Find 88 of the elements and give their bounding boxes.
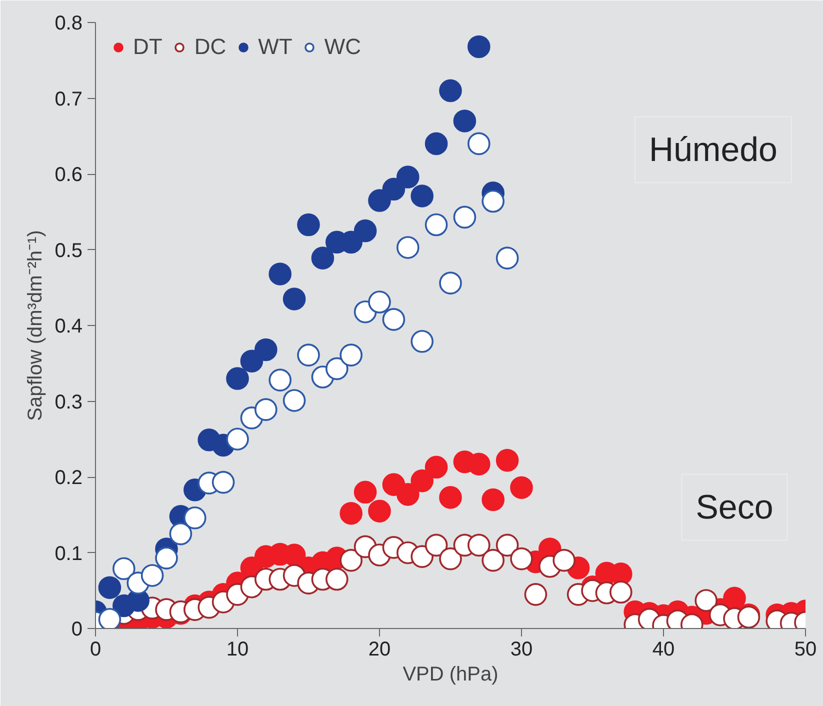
y-tick-label: 0.2	[54, 467, 83, 489]
y-tick-label: 0.8	[54, 12, 83, 34]
point	[226, 367, 249, 390]
point	[424, 213, 448, 236]
point	[496, 534, 519, 557]
point	[112, 557, 136, 580]
y-tick-label: 0	[71, 618, 82, 640]
x-tick-label: 20	[368, 638, 391, 660]
y-tick-label: 0.3	[54, 391, 83, 414]
point	[610, 580, 632, 604]
point	[510, 547, 533, 570]
point	[468, 35, 490, 58]
point	[524, 583, 548, 606]
point	[439, 272, 462, 294]
point	[468, 534, 490, 557]
annotation: Seco	[696, 488, 774, 526]
point	[723, 586, 746, 610]
point	[98, 576, 122, 599]
point	[282, 389, 306, 412]
point	[382, 178, 406, 201]
point	[169, 522, 192, 546]
point	[424, 456, 448, 479]
legend-label: WT	[258, 34, 292, 60]
point	[552, 548, 576, 572]
point	[368, 290, 391, 314]
point	[326, 568, 348, 591]
point	[184, 506, 206, 530]
point	[140, 564, 164, 587]
point	[439, 79, 462, 102]
point	[396, 236, 420, 259]
point	[354, 480, 377, 504]
x-tick-label: 10	[226, 638, 249, 660]
point	[694, 589, 718, 612]
point	[410, 184, 434, 208]
x-tick-label: 50	[794, 638, 817, 660]
x-tick-label: 0	[90, 638, 102, 660]
point	[98, 608, 122, 628]
point	[340, 548, 362, 572]
point	[439, 486, 462, 509]
point	[453, 206, 476, 229]
point	[297, 213, 320, 236]
annotation: Húmedo	[648, 130, 778, 169]
legend-label: WC	[324, 34, 361, 60]
point	[354, 219, 377, 242]
point	[410, 330, 434, 353]
point	[268, 262, 292, 286]
y-tick-label: 0.4	[54, 316, 83, 338]
point	[496, 448, 519, 472]
legend-label: DT	[133, 34, 162, 60]
point	[482, 488, 504, 512]
legend-label: DC	[194, 34, 226, 60]
y-tick-label: 0.1	[54, 542, 83, 565]
point	[155, 546, 178, 570]
point	[396, 483, 420, 506]
point	[368, 500, 391, 522]
point	[240, 350, 264, 372]
y-axis-title: Sapflow (dm³dm⁻²h⁻¹)	[24, 230, 47, 421]
y-tick-label: 0.6	[54, 164, 83, 186]
point	[424, 534, 448, 557]
point	[212, 470, 235, 494]
point	[340, 502, 362, 525]
point	[311, 246, 334, 270]
point	[297, 344, 320, 366]
point	[282, 288, 306, 310]
point	[226, 428, 249, 451]
x-tick-label: 30	[510, 638, 533, 660]
point	[410, 545, 434, 568]
point	[510, 476, 533, 499]
point	[482, 548, 504, 572]
point	[254, 338, 278, 362]
point	[468, 132, 490, 156]
point	[482, 190, 504, 213]
point	[496, 246, 519, 270]
point	[326, 357, 348, 380]
x-tick-label: 40	[652, 638, 675, 660]
y-tick-label: 0.5	[54, 240, 83, 262]
point	[453, 110, 476, 132]
point	[382, 308, 406, 331]
point	[424, 132, 448, 156]
point	[268, 368, 292, 392]
point	[410, 469, 434, 492]
y-tick-label: 0.7	[54, 88, 83, 110]
point	[439, 547, 462, 570]
point	[368, 189, 391, 212]
x-axis-title: VPD (hPa)	[402, 664, 498, 686]
point	[396, 166, 420, 188]
point	[340, 344, 362, 366]
point	[254, 398, 278, 421]
